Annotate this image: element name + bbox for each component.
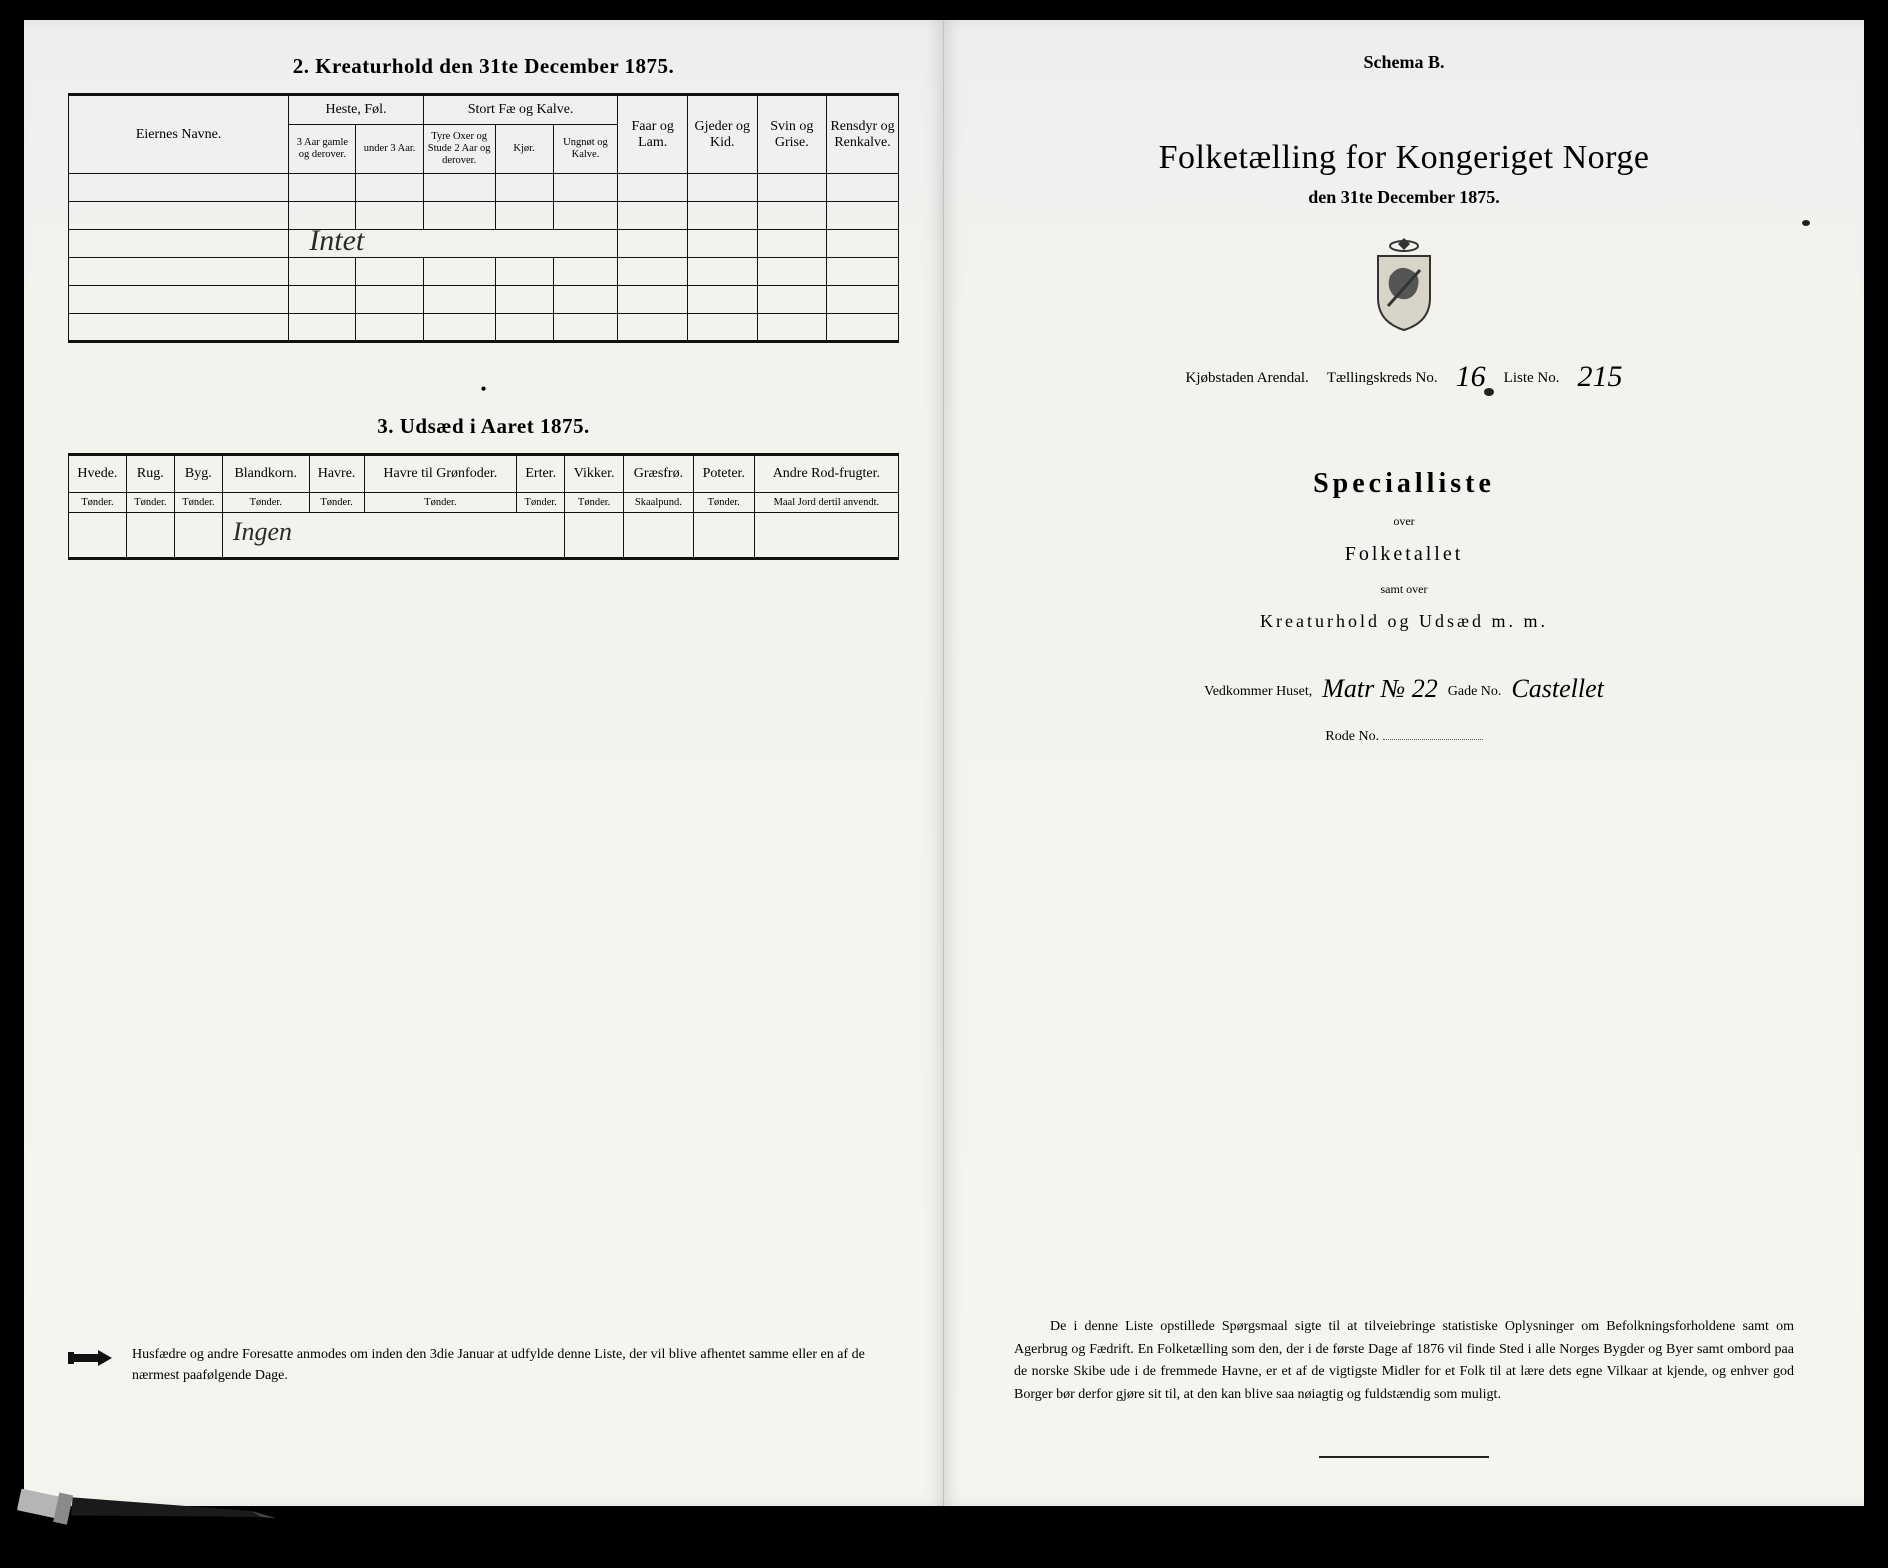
col-eiernes-navne: Eiernes Navne.	[69, 95, 289, 174]
col-fae-c: Ungnøt og Kalve.	[553, 125, 618, 174]
col-heste-a: 3 Aar gamle og derover.	[289, 125, 356, 174]
over-label: over	[988, 514, 1820, 529]
body-paragraph: De i denne Liste opstillede Spørgsmaal s…	[1014, 1316, 1794, 1406]
samt-over-label: samt over	[988, 582, 1820, 597]
section3-title: 3. Udsæd i Aaret 1875.	[68, 414, 899, 439]
t3-u0: Tønder.	[69, 493, 127, 513]
t3-u9: Tønder.	[693, 493, 754, 513]
t3-c7: Vikker.	[565, 455, 624, 493]
vedkommer-value: Matr № 22	[1322, 674, 1438, 704]
t3-u5: Tønder.	[364, 493, 517, 513]
footnote: Husfædre og andre Foresatte anmodes om i…	[68, 1344, 899, 1386]
liste-label: Liste No.	[1504, 370, 1560, 387]
taellingskreds-label: Tællingskreds No.	[1327, 370, 1438, 387]
t3-c10: Andre Rod-frugter.	[754, 455, 898, 493]
t3-u8: Skaalpund.	[623, 493, 693, 513]
gade-value: Castellet	[1511, 674, 1603, 704]
t3-c1: Rug.	[126, 455, 174, 493]
t3-c5: Havre til Grønfoder.	[364, 455, 517, 493]
t3-u3: Tønder.	[222, 493, 309, 513]
census-date: den 31te December 1875.	[988, 187, 1820, 208]
t3-u6: Tønder.	[517, 493, 565, 513]
divider-dot: •	[68, 379, 899, 400]
col-fae-a: Tyre Oxer og Stude 2 Aar og derover.	[423, 125, 495, 174]
pen-icon	[16, 1446, 285, 1568]
main-title: Folketælling for Kongeriget Norge	[988, 139, 1820, 177]
kreaturhold-label: Kreaturhold og Udsæd m. m.	[988, 611, 1820, 632]
t3-c0: Hvede.	[69, 455, 127, 493]
liste-value: 215	[1577, 360, 1622, 394]
table2-body: Intet	[69, 174, 899, 342]
table3-row: Ingen	[69, 513, 899, 559]
folketallet-label: Folketallet	[988, 543, 1820, 566]
ink-spot-icon	[1484, 388, 1494, 396]
t3-u2: Tønder.	[174, 493, 222, 513]
t3-u1: Tønder.	[126, 493, 174, 513]
section2-title: 2. Kreaturhold den 31te December 1875.	[68, 54, 899, 79]
handwritten-intet: Intet	[309, 224, 364, 259]
col-svin: Svin og Grise.	[757, 95, 827, 174]
col-fae-b: Kjør.	[495, 125, 553, 174]
rode-line: Rode No.	[988, 724, 1820, 745]
kjobstad-label: Kjøbstaden Arendal.	[1186, 370, 1309, 387]
bottom-rule	[1319, 1456, 1489, 1458]
t3-c8: Græsfrø.	[623, 455, 693, 493]
t3-c3: Blandkorn.	[222, 455, 309, 493]
t3-c6: Erter.	[517, 455, 565, 493]
taellingskreds-value: 16	[1456, 360, 1486, 394]
pointing-hand-icon	[68, 1346, 116, 1370]
col-rensdyr: Rensdyr og Renkalve.	[827, 95, 899, 174]
t3-c4: Havre.	[309, 455, 364, 493]
left-page: 2. Kreaturhold den 31te December 1875. E…	[24, 20, 944, 1506]
col-group-heste: Heste, Føl.	[289, 95, 423, 125]
t3-u10: Maal Jord dertil anvendt.	[754, 493, 898, 513]
right-page: Schema B. Folketælling for Kongeriget No…	[944, 20, 1864, 1506]
col-faar: Faar og Lam.	[618, 95, 688, 174]
specialliste-heading: Specialliste	[988, 468, 1820, 500]
house-line: Vedkommer Huset, Matr № 22 Gade No. Cast…	[988, 672, 1820, 702]
rode-blank	[1383, 724, 1483, 740]
rode-label: Rode No.	[1325, 729, 1379, 744]
t3-c2: Byg.	[174, 455, 222, 493]
reference-line: Kjøbstaden Arendal. Tællingskreds No. 16…	[988, 356, 1820, 390]
footnote-text: Husfædre og andre Foresatte anmodes om i…	[132, 1344, 899, 1386]
table-kreaturhold: Eiernes Navne. Heste, Føl. Stort Fæ og K…	[68, 93, 899, 343]
col-group-fae: Stort Fæ og Kalve.	[423, 95, 618, 125]
vedkommer-label: Vedkommer Huset,	[1204, 684, 1312, 700]
table-udsaed: Hvede. Rug. Byg. Blandkorn. Havre. Havre…	[68, 453, 899, 560]
handwritten-ingen: Ingen	[233, 517, 292, 547]
col-gjeder: Gjeder og Kid.	[687, 95, 757, 174]
ink-spot-icon	[1802, 220, 1810, 226]
schema-label: Schema B.	[988, 52, 1820, 73]
t3-u4: Tønder.	[309, 493, 364, 513]
coat-of-arms-icon	[1364, 236, 1444, 332]
t3-u7: Tønder.	[565, 493, 624, 513]
col-heste-b: under 3 Aar.	[356, 125, 423, 174]
gade-label: Gade No.	[1448, 684, 1502, 700]
t3-c9: Poteter.	[693, 455, 754, 493]
document-spread: 2. Kreaturhold den 31te December 1875. E…	[24, 20, 1864, 1506]
